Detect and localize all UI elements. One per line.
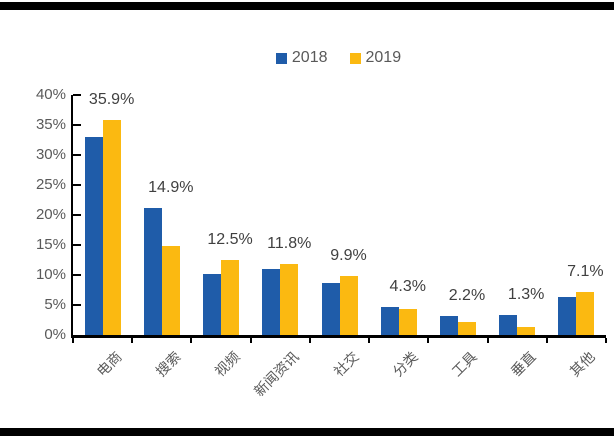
y-axis-tick (73, 244, 81, 246)
x-axis-tick (427, 338, 430, 343)
bar-2019-垂直 (517, 327, 536, 335)
x-category-label-新闻资讯: 新闻资讯 (251, 348, 303, 400)
y-axis-tick-label: 10% (35, 266, 66, 283)
x-category-label-社交: 社交 (330, 348, 362, 380)
data-label-社交: 9.9% (330, 246, 367, 264)
x-axis-tick (131, 338, 134, 343)
x-axis-tick (605, 338, 607, 343)
y-axis-tick-label: 40% (35, 86, 66, 103)
bar-2018-分类 (380, 307, 399, 335)
x-axis-tick (486, 338, 489, 343)
x-axis-tick (72, 338, 74, 343)
legend-swatch-2018 (275, 52, 287, 64)
x-axis-tick (249, 338, 252, 343)
x-category-label-垂直: 垂直 (507, 348, 539, 380)
y-axis-tick-label: 5% (44, 296, 66, 313)
legend-swatch-2019 (349, 52, 361, 64)
bar-2019-搜索 (161, 245, 180, 335)
x-axis-tick (190, 338, 193, 343)
y-axis-tick (73, 304, 81, 306)
data-label-其他: 7.1% (567, 263, 604, 281)
data-label-视频: 12.5% (207, 231, 253, 248)
y-axis-tick-label: 15% (35, 236, 66, 253)
data-label-工具: 2.2% (448, 287, 486, 305)
x-axis-tick (368, 338, 371, 343)
bar-2018-搜索 (143, 207, 162, 335)
x-category-label-搜索: 搜索 (152, 348, 184, 380)
legend-item-2019: 2019 (349, 49, 402, 66)
y-axis-tick-label: 0% (44, 326, 66, 343)
bar-2018-其他 (558, 297, 577, 335)
bottom-border (0, 428, 614, 436)
legend-item-2018: 2018 (275, 49, 328, 66)
bar-2018-社交 (321, 283, 340, 335)
bar-2019-分类 (398, 309, 417, 335)
bar-2019-电商 (102, 119, 121, 335)
bar-2019-工具 (457, 321, 476, 335)
y-axis-tick-label: 20% (35, 206, 66, 223)
x-category-label-其他: 其他 (567, 348, 599, 380)
data-label-搜索: 14.9% (148, 178, 194, 196)
data-label-分类: 4.3% (389, 278, 426, 296)
y-axis-tick (73, 184, 81, 186)
top-border (0, 2, 614, 10)
data-label-垂直: 1.3% (507, 285, 545, 303)
y-axis-line (71, 95, 73, 338)
bar-2019-视频 (221, 260, 240, 335)
x-category-label-视频: 视频 (211, 348, 243, 380)
x-category-label-电商: 电商 (93, 348, 125, 380)
bar-2018-电商 (84, 137, 103, 335)
bar-2019-社交 (339, 275, 358, 335)
x-axis-tick (545, 338, 548, 343)
data-label-电商: 35.9% (88, 90, 135, 108)
legend-label-2018: 2018 (291, 49, 328, 66)
x-category-label-工具: 工具 (448, 348, 480, 380)
x-axis-line (71, 335, 606, 338)
bar-2019-其他 (576, 292, 595, 335)
bar-2019-新闻资讯 (280, 264, 299, 335)
y-axis-tick (73, 274, 81, 276)
x-axis-tick (308, 338, 311, 343)
data-label-新闻资讯: 11.8% (267, 235, 312, 253)
y-axis-tick-label: 30% (35, 146, 66, 163)
bar-2018-新闻资讯 (262, 269, 281, 335)
bar-2018-工具 (439, 316, 458, 335)
y-axis-tick (73, 94, 81, 96)
y-axis-tick (73, 124, 81, 126)
x-category-label-分类: 分类 (389, 348, 421, 380)
y-axis-tick-label: 35% (35, 116, 66, 133)
y-axis-tick (73, 214, 81, 216)
chart-legend: 2018 2019 (73, 50, 604, 66)
y-axis-tick-label: 25% (35, 176, 66, 193)
bar-2018-垂直 (499, 314, 518, 335)
y-axis-tick (73, 154, 81, 156)
bar-2018-视频 (203, 273, 222, 335)
legend-label-2019: 2019 (365, 49, 402, 66)
